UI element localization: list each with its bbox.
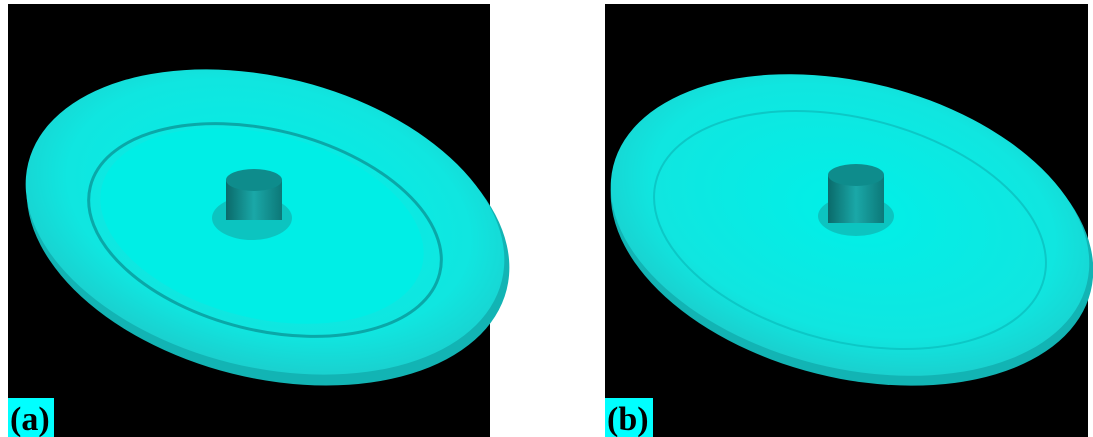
- figure: (a) (b): [0, 0, 1093, 437]
- panel-label: (b): [607, 401, 649, 437]
- cylinder-top: [828, 164, 884, 186]
- panel-label: (a): [10, 401, 50, 437]
- panel-a: (a): [0, 4, 542, 437]
- page: (a) (b) (() => { const data = JSON.parse…: [0, 0, 1093, 437]
- panel-b: (b): [578, 4, 1093, 437]
- cylinder-top: [226, 169, 282, 191]
